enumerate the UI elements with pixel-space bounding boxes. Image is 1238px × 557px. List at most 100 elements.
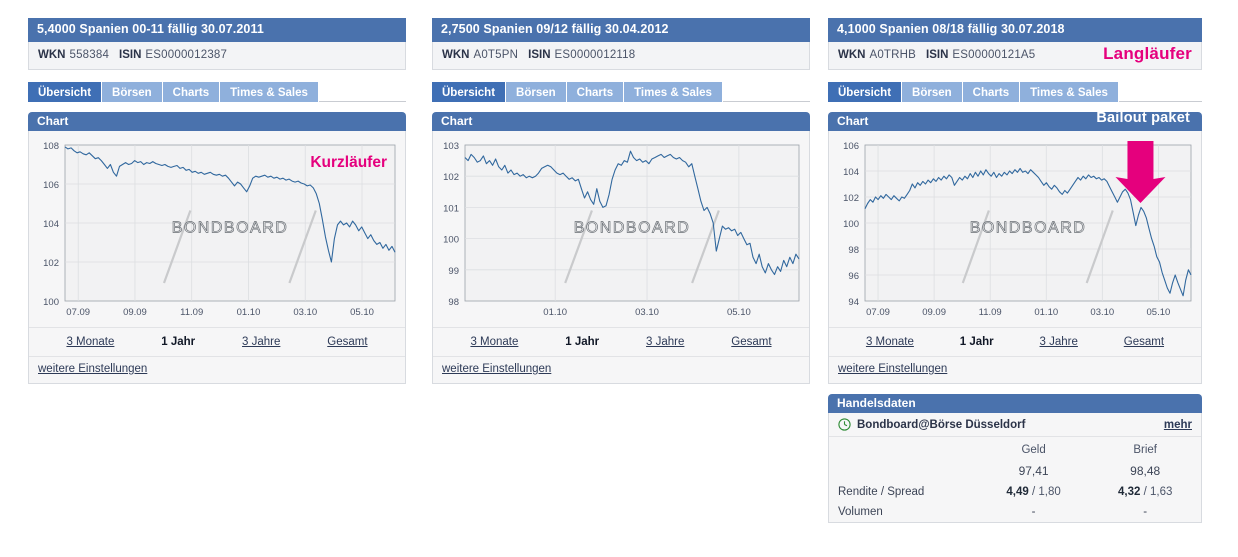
handelsdaten-body: Bondboard@Börse Düsseldorf mehr Geld Bri…: [828, 413, 1202, 524]
isin-value: ES00000121A5: [952, 49, 1036, 62]
handelsdaten-box: Handelsdaten Bondboard@Börse Düsseldorf …: [828, 394, 1202, 524]
isin-label: ISIN: [528, 49, 551, 62]
panel-title: 5,4000 Spanien 00-11 fällig 30.07.2011: [28, 18, 406, 43]
range-1-jahr-current[interactable]: 1 Jahr: [959, 336, 994, 349]
rendite-sep: /: [1140, 486, 1150, 499]
tab-uebersicht[interactable]: Übersicht: [28, 82, 103, 103]
range-selector: 3 Monate 1 Jahr 3 Jahre Gesamt: [433, 327, 809, 356]
svg-text:01.10: 01.10: [543, 307, 567, 318]
range-3-jahre[interactable]: 3 Jahre: [242, 336, 281, 349]
wkn-label: WKN: [838, 49, 866, 62]
svg-text:100: 100: [43, 297, 59, 308]
tab-bar: Übersicht Börsen Charts Times & Sales: [28, 82, 406, 103]
identifier-row: WKN 558384 ISIN ES0000012387: [28, 42, 406, 71]
chart-box-body: 98 99 100 101 102 103 01.10 03.10 05.10 BONDBOARD…: [432, 131, 810, 385]
tab-times-sales[interactable]: Times & Sales: [1020, 82, 1119, 103]
clock-icon: [838, 418, 851, 431]
wkn-label: WKN: [442, 49, 470, 62]
chart-box: Chart 100 102 104 106 108 07.09 09.09 11.09 01.1…: [28, 112, 406, 385]
tab-charts[interactable]: Charts: [162, 82, 221, 103]
col-empty: [829, 437, 978, 460]
range-gesamt[interactable]: Gesamt: [731, 336, 772, 349]
svg-text:BONDBOARD: BONDBOARD: [172, 219, 289, 236]
rendite-sep: /: [1028, 486, 1039, 499]
svg-text:07.09: 07.09: [66, 307, 90, 318]
range-3-monate[interactable]: 3 Monate: [66, 336, 115, 349]
svg-text:102: 102: [43, 258, 59, 269]
svg-text:106: 106: [843, 141, 859, 152]
chart-box-title: Chart: [37, 114, 69, 129]
price-chart-2[interactable]: 98 99 100 101 102 103 01.10 03.10 05.10 BONDBOARD: [435, 137, 805, 328]
range-3-monate[interactable]: 3 Monate: [470, 336, 519, 349]
tab-bar: Übersicht Börsen Charts Times & Sales: [828, 82, 1202, 103]
chart-box-title: Chart: [441, 114, 473, 129]
svg-text:108: 108: [43, 141, 59, 152]
svg-text:103: 103: [443, 141, 459, 152]
tab-times-sales[interactable]: Times & Sales: [624, 82, 723, 103]
tab-boersen[interactable]: Börsen: [506, 82, 567, 103]
svg-text:03.10: 03.10: [1090, 307, 1114, 318]
tab-boersen[interactable]: Börsen: [902, 82, 963, 103]
tab-charts[interactable]: Charts: [566, 82, 625, 103]
range-1-jahr-current[interactable]: 1 Jahr: [161, 336, 196, 349]
bond-panel-1: 5,4000 Spanien 00-11 fällig 30.07.2011 W…: [28, 18, 406, 385]
wkn-value: 558384: [69, 49, 110, 62]
chart-box-header: Chart Bailout paket: [828, 111, 1202, 132]
price-chart-1[interactable]: 100 102 104 106 108 07.09 09.09 11.09 01.10 03.10…: [31, 137, 401, 328]
svg-text:101: 101: [443, 204, 459, 215]
range-3-monate[interactable]: 3 Monate: [865, 336, 914, 349]
svg-text:03.10: 03.10: [293, 307, 317, 318]
range-gesamt[interactable]: Gesamt: [327, 336, 368, 349]
spread-brief: 1,63: [1149, 486, 1173, 499]
tab-uebersicht[interactable]: Übersicht: [432, 82, 507, 103]
weitere-einstellungen-link[interactable]: weitere Einstellungen: [442, 363, 552, 376]
svg-text:106: 106: [43, 180, 59, 191]
range-1-jahr-current[interactable]: 1 Jahr: [565, 336, 600, 349]
tab-boersen[interactable]: Börsen: [102, 82, 163, 103]
settings-row: weitere Einstellungen: [829, 356, 1201, 383]
volumen-geld: -: [1031, 506, 1036, 519]
svg-text:09.09: 09.09: [922, 307, 946, 318]
range-3-jahre[interactable]: 3 Jahre: [646, 336, 685, 349]
rendite-brief: 4,32: [1118, 486, 1141, 499]
weitere-einstellungen-link[interactable]: weitere Einstellungen: [838, 363, 948, 376]
svg-text:Kurzläufer: Kurzläufer: [310, 154, 387, 171]
svg-text:102: 102: [443, 172, 459, 183]
bond-panel-3: 4,1000 Spanien 08/18 fällig 30.07.2018 W…: [828, 18, 1202, 524]
chart-area-3[interactable]: 94 96 98 100 102 104 106 07.09 09.09 11.09 01.10 03…: [829, 131, 1201, 328]
chart-box-header: Chart: [432, 112, 810, 132]
tab-bar: Übersicht Börsen Charts Times & Sales: [432, 82, 810, 103]
svg-text:104: 104: [43, 219, 59, 230]
svg-text:96: 96: [848, 271, 859, 282]
svg-text:05.10: 05.10: [727, 307, 751, 318]
tab-uebersicht[interactable]: Übersicht: [828, 82, 903, 103]
wkn-label: WKN: [38, 49, 66, 62]
svg-text:104: 104: [843, 167, 859, 178]
tab-times-sales[interactable]: Times & Sales: [220, 82, 319, 103]
mehr-link[interactable]: mehr: [1163, 418, 1192, 431]
isin-label: ISIN: [926, 49, 949, 62]
settings-row: weitere Einstellungen: [433, 356, 809, 383]
svg-text:94: 94: [848, 297, 859, 308]
price-chart-3[interactable]: 94 96 98 100 102 104 106 07.09 09.09 11.09 01.10 03…: [831, 137, 1197, 328]
chart-area-2[interactable]: 98 99 100 101 102 103 01.10 03.10 05.10 BONDBOARD: [433, 131, 809, 328]
handelsdaten-header: Handelsdaten: [828, 394, 1202, 414]
range-3-jahre[interactable]: 3 Jahre: [1039, 336, 1078, 349]
table-row: Volumen - -: [829, 502, 1201, 522]
range-gesamt[interactable]: Gesamt: [1123, 336, 1165, 349]
price-geld: 97,41: [1018, 464, 1049, 479]
svg-text:03.10: 03.10: [635, 307, 659, 318]
svg-text:09.09: 09.09: [123, 307, 147, 318]
tab-charts[interactable]: Charts: [962, 82, 1021, 103]
svg-text:11.09: 11.09: [979, 307, 1002, 318]
volumen-label: Volumen: [838, 506, 883, 519]
tab-filler: [318, 82, 406, 103]
chart-area-1[interactable]: 100 102 104 106 108 07.09 09.09 11.09 01.10 03.10…: [29, 131, 405, 328]
rendite-spread-geld: 4,49 / 1,80: [978, 482, 1090, 502]
range-selector: 3 Monate 1 Jahr 3 Jahre Gesamt: [829, 327, 1201, 356]
isin-value: ES0000012387: [145, 49, 228, 62]
svg-text:102: 102: [843, 193, 859, 204]
langlaeufer-annotation: Langläufer: [1103, 44, 1192, 64]
weitere-einstellungen-link[interactable]: weitere Einstellungen: [38, 363, 148, 376]
